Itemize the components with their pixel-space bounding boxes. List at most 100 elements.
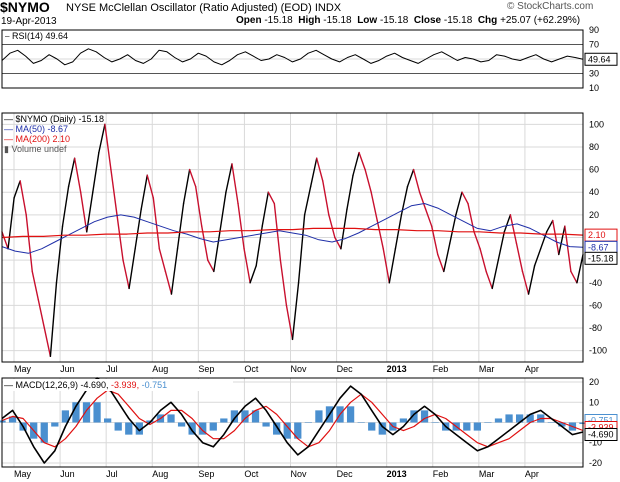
macd-histogram-bar <box>135 422 143 435</box>
nymo-line-segment <box>491 259 499 290</box>
high-label: High <box>298 15 321 26</box>
nymo-line-segment <box>322 180 330 216</box>
macd-histogram-bar <box>72 402 80 423</box>
nymo-line-segment <box>146 174 155 199</box>
macd-histogram-bar <box>346 406 355 423</box>
macd-histogram-bar <box>431 422 439 423</box>
nymo-line-segment <box>285 304 294 341</box>
macd-value-label-box <box>584 428 618 441</box>
nymo-line-segment <box>297 214 306 284</box>
nymo-line-segment <box>182 168 191 205</box>
nymo-line-segment <box>443 242 451 273</box>
macd-histogram-bar <box>188 422 196 435</box>
macd-histogram-bar <box>526 414 534 423</box>
price-y-tick-label: 100 <box>589 119 604 129</box>
nymo-line-segment <box>570 270 578 284</box>
nymo-line-segment <box>358 151 366 171</box>
nymo-line-segment <box>31 270 40 301</box>
price-x-tick-label: Feb <box>433 364 449 374</box>
open-label: Open <box>236 15 262 26</box>
nymo-line-segment <box>279 259 288 307</box>
macd-histogram-bar <box>484 422 492 423</box>
exchange-label: INDX <box>314 2 342 14</box>
nymo-line-segment <box>334 236 342 250</box>
macd-legend: — MACD(12,26,9) -4.690, -3.939, -0.751 <box>4 380 167 390</box>
instrument-name: NYSE McClellan Oscillator (Ratio Adjuste… <box>66 2 341 14</box>
nymo-line-segment <box>237 202 245 250</box>
nymo-line-segment <box>382 248 391 284</box>
nymo-line-segment <box>291 282 300 341</box>
nymo-line-segment <box>7 197 15 250</box>
nymo-line-segment <box>328 214 336 239</box>
nymo-line-segment <box>418 191 427 210</box>
nymo-line-segment <box>552 219 560 256</box>
nymo-line-segment <box>406 168 415 188</box>
price-x-tick-label: May <box>14 364 32 374</box>
low-value: -15.18 <box>379 15 409 26</box>
nymo-line-segment <box>61 185 70 227</box>
high-value: -15.18 <box>323 15 352 26</box>
nymo-line-segment <box>231 163 239 205</box>
macd-histogram-bar <box>40 422 48 443</box>
nymo-line-segment <box>67 157 76 188</box>
price-legend-entry: — $NYMO (Daily) -15.18 <box>4 114 104 124</box>
price-legend-entry: ▮ Volume undef <box>4 144 67 154</box>
macd-panel-frame <box>1 377 584 468</box>
price-value-label: 2.10 <box>588 230 606 240</box>
nymo-line-segment <box>388 248 397 284</box>
macd-value-label: -3.939 <box>588 423 614 433</box>
macd-x-tick-label: Aug <box>152 469 168 479</box>
close-value: -15.18 <box>443 15 473 26</box>
macd-x-tick-label: 2013 <box>387 469 407 479</box>
price-x-tick-label: Nov <box>291 364 308 374</box>
macd-histogram-bar <box>304 422 312 423</box>
macd-histogram-bar <box>515 414 524 423</box>
nymo-line-segment <box>515 242 524 273</box>
nymo-line-segment <box>213 231 221 273</box>
nymo-line-segment <box>86 191 94 233</box>
macd-histogram-bar <box>283 422 291 439</box>
macd-histogram-bar <box>167 414 175 423</box>
macd-histogram-bar <box>220 418 228 423</box>
macd-histogram-bar <box>262 422 270 427</box>
nymo-line-segment <box>116 214 124 261</box>
nymo-line-segment <box>527 265 536 295</box>
rsi-current-value-label-box <box>584 52 618 66</box>
macd-histogram-bar <box>273 422 281 435</box>
macd-x-tick-label: Mar <box>479 469 495 479</box>
price-x-tick-label: 2013 <box>387 364 407 374</box>
macd-histogram-bar <box>547 422 555 423</box>
macd-histogram-bar <box>399 418 408 423</box>
rsi-y-tick-label: 90 <box>589 25 599 35</box>
open-value: -15.18 <box>264 15 293 26</box>
macd-x-tick-label: Sep <box>198 469 214 479</box>
nymo-line-segment <box>92 151 100 193</box>
nymo-line-segment <box>473 231 481 250</box>
brand-watermark: © StockCharts.com <box>507 1 594 12</box>
price-x-tick-label: Jun <box>60 364 75 374</box>
nymo-line-segment <box>352 151 360 176</box>
nymo-line-segment <box>243 248 251 284</box>
close-label: Close <box>413 15 442 26</box>
macd-histogram-bar <box>0 420 6 423</box>
nymo-line-segment <box>13 180 21 199</box>
nymo-line-segment <box>273 202 282 261</box>
macd-histogram-bar <box>199 422 207 435</box>
macd-histogram-bar <box>104 418 112 423</box>
instrument-name-text: NYSE McClellan Oscillator (Ratio Adjuste… <box>66 2 312 14</box>
price-y-tick-label: 80 <box>589 142 599 152</box>
macd-y-tick-label: -20 <box>589 458 602 468</box>
nymo-line-segment <box>346 174 354 210</box>
nymo-line-segment <box>249 265 257 284</box>
nymo-line-segment <box>1 231 9 250</box>
macd-y-tick-label: 20 <box>589 377 599 387</box>
macd-histogram-bar <box>230 410 239 423</box>
macd-legend-part: — MACD(12,26,9) -4.690, <box>4 380 111 390</box>
nymo-line-segment <box>564 225 572 273</box>
rsi-panel-frame <box>1 29 584 89</box>
rsi-y-tick-label: 70 <box>589 40 599 50</box>
nymo-line-segment <box>424 208 433 227</box>
nymo-line-segment <box>412 168 421 193</box>
